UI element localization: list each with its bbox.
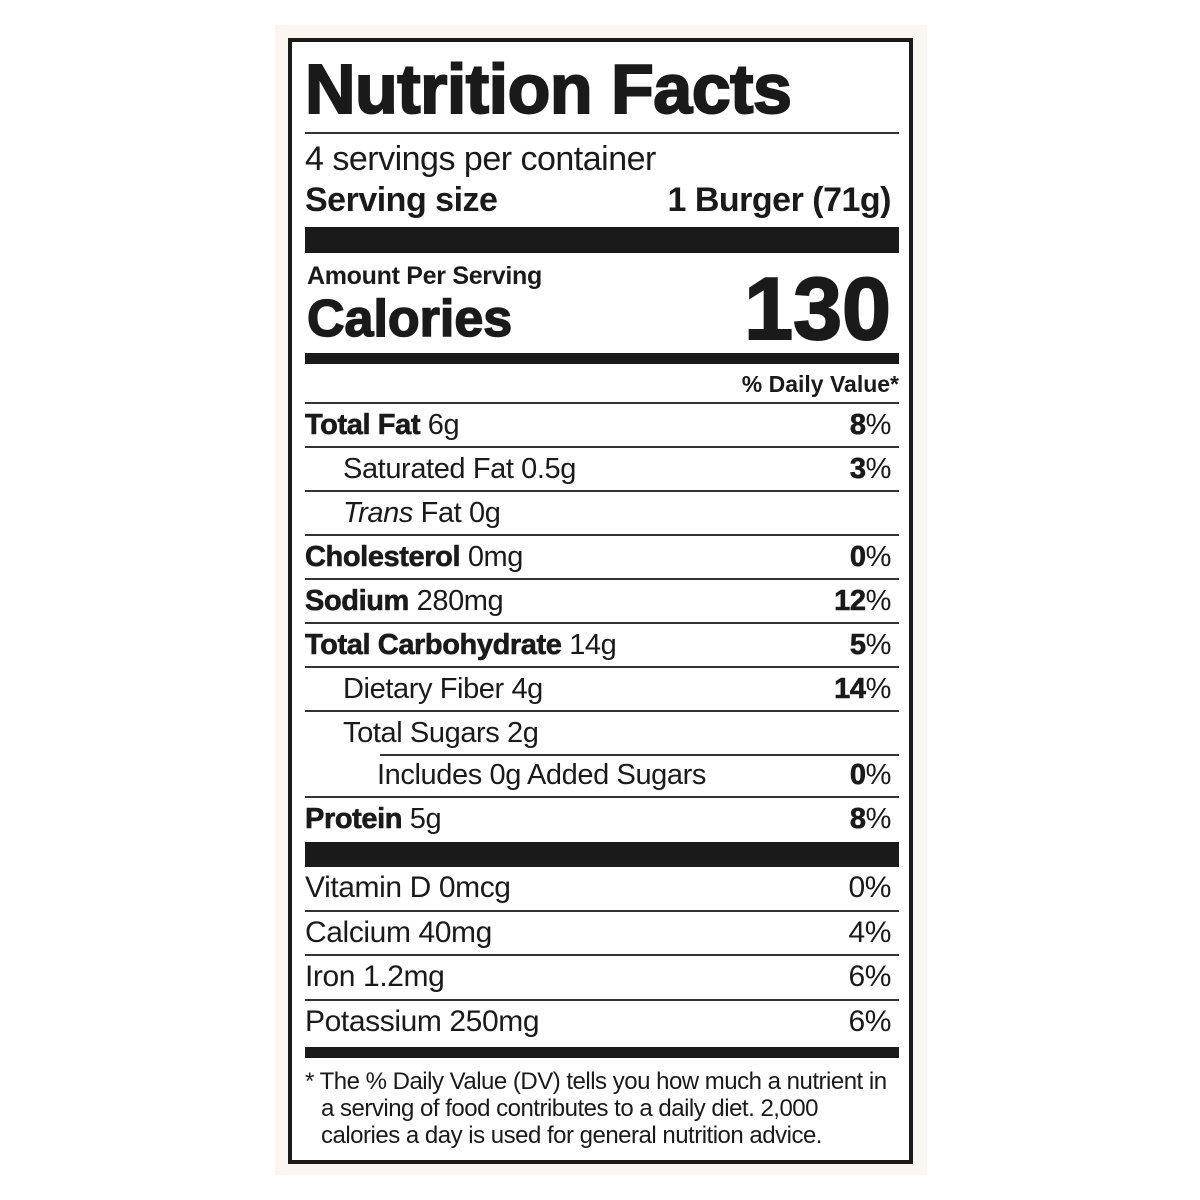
vitamin-dv: 6% [848, 960, 891, 994]
divider [305, 132, 899, 134]
vitamin-dv: 4% [848, 915, 891, 949]
nutrient-dv: 8 [849, 408, 867, 441]
vitamin-name: Iron 1.2mg [305, 960, 445, 994]
nutrient-name: Fat 0g [412, 496, 501, 529]
medium-divider [305, 1047, 899, 1058]
medium-divider [305, 353, 899, 364]
daily-value-header: % Daily Value* [741, 371, 899, 397]
footnote: * The % Daily Value (DV) tells you how m… [305, 1068, 887, 1149]
nutrient-dv: 3 [849, 452, 867, 485]
calories-value: 130 [743, 259, 892, 358]
percent-sign: % [865, 802, 892, 835]
nutrient-row-total-sugars: Total Sugars 2g [305, 710, 899, 754]
vitamin-name: Vitamin D 0mcg [305, 871, 511, 905]
thick-divider [305, 227, 899, 253]
vitamin-name: Potassium 250mg [305, 1004, 540, 1038]
vitamin-dv: 0% [848, 871, 891, 905]
nutrient-name: Total Carbohydrate [305, 628, 563, 661]
nutrient-dv: 0 [849, 540, 867, 573]
nutrient-amount: 6g [427, 408, 460, 441]
nutrient-dv: 12 [834, 584, 866, 617]
nutrient-name: Cholesterol [305, 540, 461, 573]
nutrient-row-dietary-fiber: Dietary Fiber 4g 14% [305, 666, 899, 710]
thick-divider [305, 842, 899, 867]
nutrient-row-protein: Protein 5g 8% [305, 796, 899, 840]
nutrient-row-cholesterol: Cholesterol 0mg 0% [305, 534, 899, 578]
vitamin-name: Calcium 40mg [305, 915, 492, 949]
serving-size-label: Serving size [305, 181, 498, 219]
vitamin-row-potassium: Potassium 250mg 6% [305, 998, 899, 1044]
nutrient-name: Total Fat [305, 408, 421, 441]
vitamin-row-iron: Iron 1.2mg 6% [305, 954, 899, 999]
nutrient-name: Sodium [305, 584, 410, 617]
nutrient-amount: 14g [569, 628, 617, 661]
label-title: Nutrition Facts [304, 49, 793, 129]
percent-sign: % [865, 584, 892, 617]
serving-size: Serving size 1 Burger (71g) [305, 180, 899, 222]
vitamin-row-vitamin-d: Vitamin D 0mcg 0% [305, 867, 899, 910]
nutrition-facts-label: Nutrition Facts 4 servings per container… [288, 38, 913, 1164]
nutrient-dv: 5 [849, 628, 867, 661]
nutrient-name: Saturated Fat 0.5g [343, 452, 577, 485]
serving-size-value: 1 Burger (71g) [667, 181, 892, 219]
calories-label: Calories [306, 289, 513, 349]
nutrient-name-italic: Trans [343, 496, 413, 529]
percent-sign: % [865, 408, 892, 441]
nutrient-amount: 5g [409, 802, 442, 835]
amount-per-serving: Amount Per Serving [307, 262, 542, 290]
vitamin-row-calcium: Calcium 40mg 4% [305, 909, 899, 955]
nutrient-name: Protein [305, 802, 403, 835]
nutrient-dv: 8 [849, 802, 867, 835]
nutrient-name: Includes 0g Added Sugars [377, 758, 706, 791]
nutrient-name: Dietary Fiber 4g [343, 672, 543, 705]
nutrient-row-saturated-fat: Saturated Fat 0.5g 3% [305, 446, 899, 490]
vitamin-dv: 6% [848, 1004, 891, 1038]
percent-sign: % [865, 758, 892, 791]
percent-sign: % [865, 672, 892, 705]
nutrient-dv: 0 [849, 758, 867, 791]
servings-per-container: 4 servings per container [305, 140, 656, 178]
nutrient-row-trans-fat: Trans Fat 0g [305, 490, 899, 534]
nutrient-row-total-carbohydrate: Total Carbohydrate 14g 5% [305, 622, 899, 666]
nutrient-dv: 14 [834, 672, 866, 705]
percent-sign: % [865, 628, 892, 661]
calories-section: Amount Per Serving Calories 130 [305, 253, 899, 358]
percent-sign: % [865, 540, 892, 573]
percent-sign: % [865, 452, 892, 485]
nutrient-row-added-sugars: Includes 0g Added Sugars 0% [305, 754, 899, 796]
nutrient-row-sodium: Sodium 280mg 12% [305, 578, 899, 622]
nutrient-name: Total Sugars 2g [343, 716, 539, 749]
nutrient-amount: 0mg [467, 540, 524, 573]
nutrient-amount: 280mg [416, 584, 504, 617]
nutrient-row-total-fat: Total Fat 6g 8% [305, 402, 899, 446]
